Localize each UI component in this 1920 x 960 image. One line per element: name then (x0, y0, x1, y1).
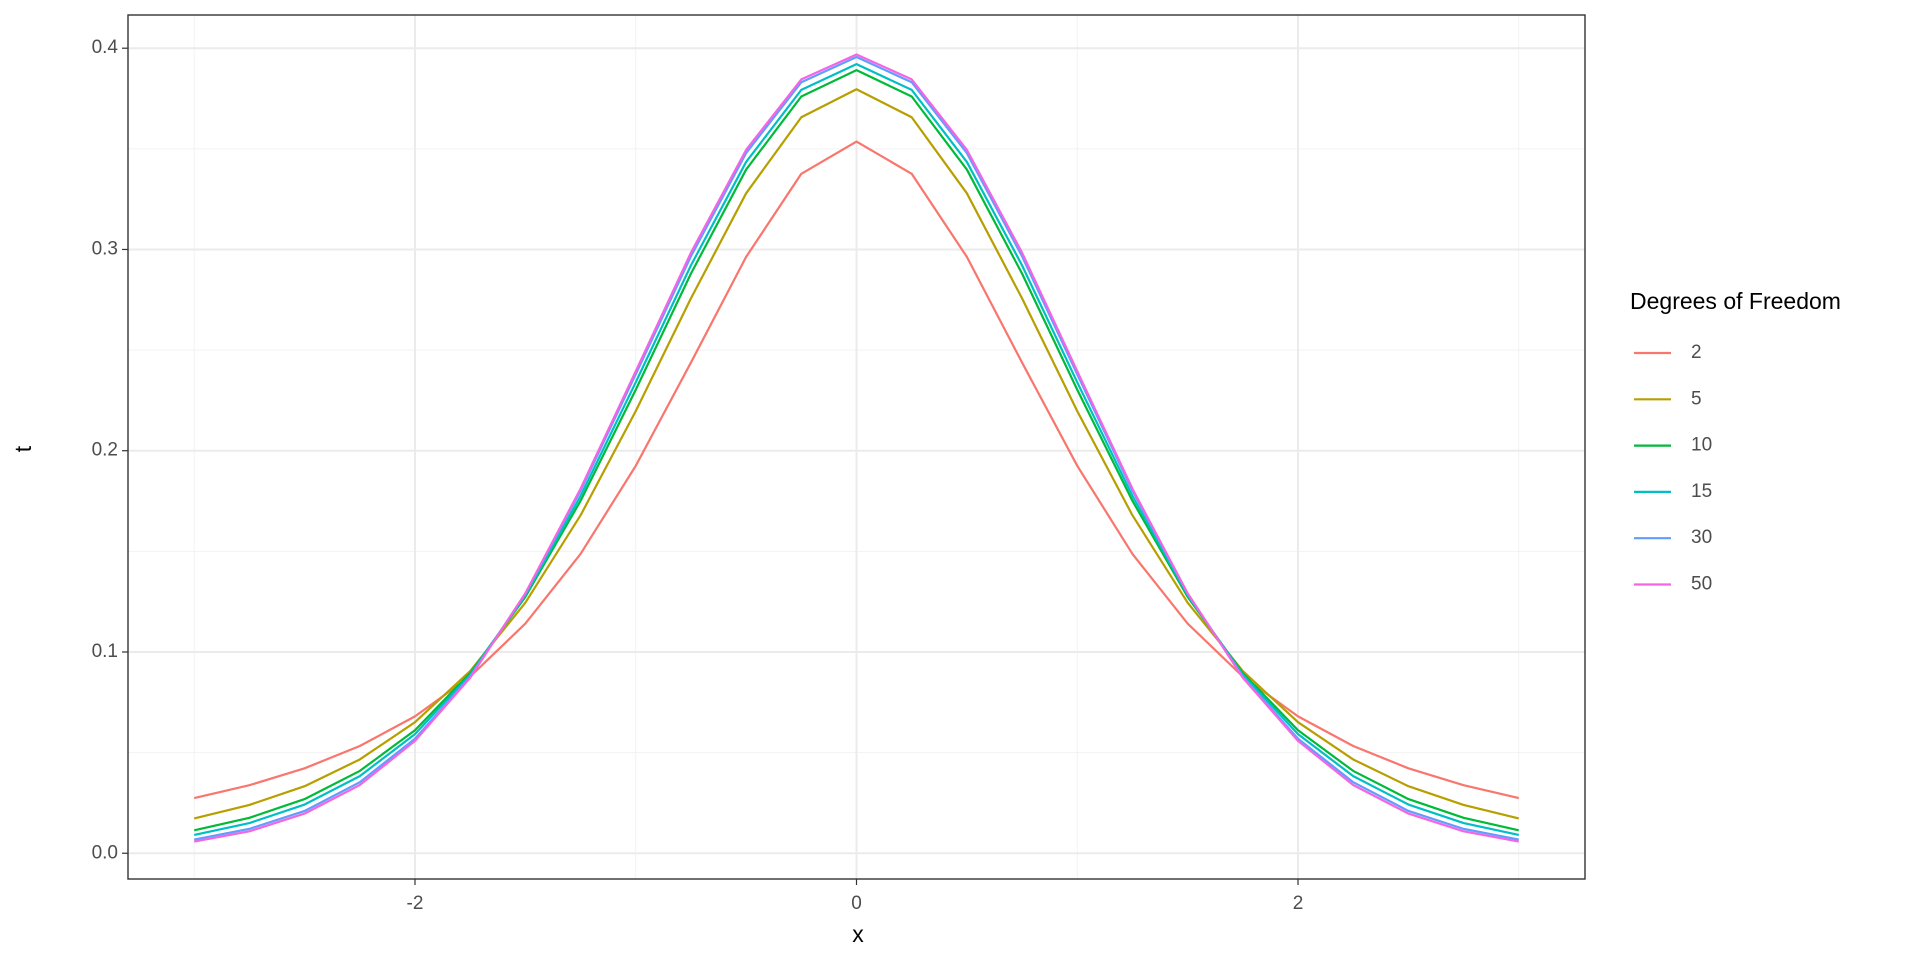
series-line (193, 69, 1520, 832)
legend-title: Degrees of Freedom (1630, 288, 1841, 314)
series-line (194, 53, 1519, 843)
x-axis-label: x (852, 921, 864, 947)
x-tick-label: 0 (851, 893, 862, 914)
y-tick-label: 0.1 (92, 641, 118, 662)
x-tick-label: -2 (407, 893, 424, 914)
plot-border (127, 14, 1586, 880)
y-tick-label: 0.2 (92, 440, 118, 461)
y-axis-label: t (10, 445, 36, 452)
y-tick-label: 0.3 (92, 238, 118, 259)
x-tick-label: 2 (1293, 893, 1304, 914)
y-tick-label: 0.0 (92, 842, 118, 863)
legend-label: 15 (1691, 481, 1712, 502)
legend-label: 30 (1691, 527, 1712, 548)
series-line (193, 140, 1520, 800)
series-line (193, 88, 1520, 820)
legend-label: 2 (1691, 342, 1702, 363)
series-line (193, 63, 1520, 836)
legend-label: 5 (1691, 388, 1702, 409)
legend-label: 10 (1691, 435, 1712, 456)
legend-label: 50 (1691, 574, 1712, 595)
y-tick-label: 0.4 (92, 37, 119, 58)
series-line (194, 55, 1519, 841)
